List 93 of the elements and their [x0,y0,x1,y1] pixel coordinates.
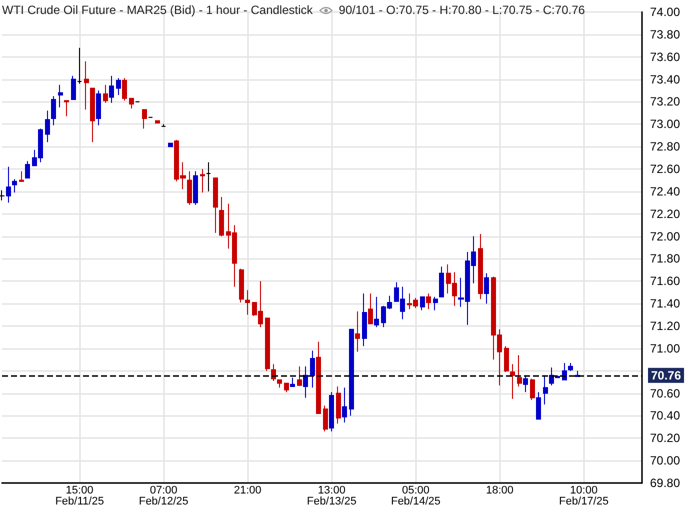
x-tick-label: 10:00 Feb/17/25 [559,484,609,508]
candlestick [77,47,82,84]
candlestick [51,96,56,126]
candlestick [323,405,328,432]
candlestick [219,196,224,237]
x-tick-label: 21:00 [234,484,262,496]
candlestick [568,362,573,372]
candlestick [25,160,30,178]
candlestick [239,268,244,303]
candlestick [523,374,528,393]
y-tick-label: 72.20 [650,206,680,221]
candlestick [284,382,289,393]
candlestick [187,170,192,206]
candlestick [245,290,250,316]
y-tick-label: 73.80 [650,27,680,42]
candlestick [342,387,347,423]
candlestick [200,168,205,194]
chart-subtitle: 90/101 - O:70.75 - H:70.80 - L:70.75 - C:70.76 [338,3,585,17]
candlestick [116,78,121,96]
candlestick [64,100,69,117]
x-tick-label: 18:00 [486,484,514,496]
candlestick [12,178,17,194]
y-tick-label: 72.80 [650,140,680,154]
candlestick [484,272,489,304]
y-tick-label: 70.40 [650,408,680,423]
x-tick-label: 07:00 Feb/12/25 [138,484,188,508]
chart-title: WTI Crude Oil Future - MAR25 (Bid) - 1 hour - Candlestick [2,3,313,17]
x-tick-label: 13:00 Feb/13/25 [306,484,356,508]
candlestick [155,120,160,124]
y-tick-label: 72.60 [650,162,680,176]
candlestick [96,90,101,126]
candlestick [530,378,535,401]
y-tick-label: 71.80 [650,252,680,266]
candlestick [0,190,5,201]
candlestick [193,170,198,206]
candlestick [510,364,515,400]
candlestick [265,318,270,372]
candlestick [329,392,334,432]
y-tick-label: 74.00 [650,5,680,19]
candlestick [168,142,173,148]
y-tick-label: 70.60 [650,386,680,400]
candlestick [303,366,308,398]
candlestick [161,124,166,127]
candlestick [433,296,438,311]
candlestick [355,310,360,352]
candlestick [142,109,147,130]
y-tick-label: 71.60 [650,274,680,288]
y-tick-label: 73.40 [650,72,680,86]
y-tick-label: 73.00 [650,117,680,132]
candlestick [374,296,379,328]
y-tick-label: 71.20 [650,319,680,333]
y-tick-label: 71.40 [650,296,680,311]
y-tick-label: 71.00 [650,341,680,356]
candlestick [103,84,108,104]
candlestick [316,341,321,414]
candlestick [504,346,509,372]
ref-line-label: 70.76 [651,368,682,382]
candlestick [19,170,24,182]
candlestick [277,379,282,388]
y-tick-label: 70.20 [650,431,680,446]
candlestick [310,350,315,388]
candlestick [439,266,444,298]
x-tick-label: 05:00 Feb/14/25 [390,484,441,508]
candlestick [129,98,134,109]
candlestick [71,75,76,100]
candlestick [58,84,63,108]
candlestick [45,110,50,143]
candlestick [213,177,218,234]
y-tick-label: 70.00 [650,454,680,468]
candlestick [297,366,302,386]
candlestick [349,328,354,416]
candlestick [426,292,431,310]
candlestick [517,354,522,388]
candlestick [90,88,95,143]
candlestick [6,166,11,204]
y-tick-label: 73.60 [650,50,680,64]
candlestick [368,292,373,324]
x-tick-label: 15:00 Feb/11/25 [55,484,104,508]
candlestick [362,292,367,347]
y-tick-label: 69.80 [650,476,680,490]
y-tick-label: 73.20 [650,94,680,109]
candlestick [478,234,483,300]
candlestick [543,374,548,405]
candlestick [290,377,295,388]
candlestick [536,392,541,420]
y-tick-label: 72.40 [650,184,680,198]
candlestick [336,386,341,424]
y-tick-label: 72.00 [650,229,680,244]
candlestick [420,296,425,311]
candlestick [109,75,114,104]
candlestick [206,162,211,192]
candlestick [122,78,127,102]
candlestick [84,60,89,110]
